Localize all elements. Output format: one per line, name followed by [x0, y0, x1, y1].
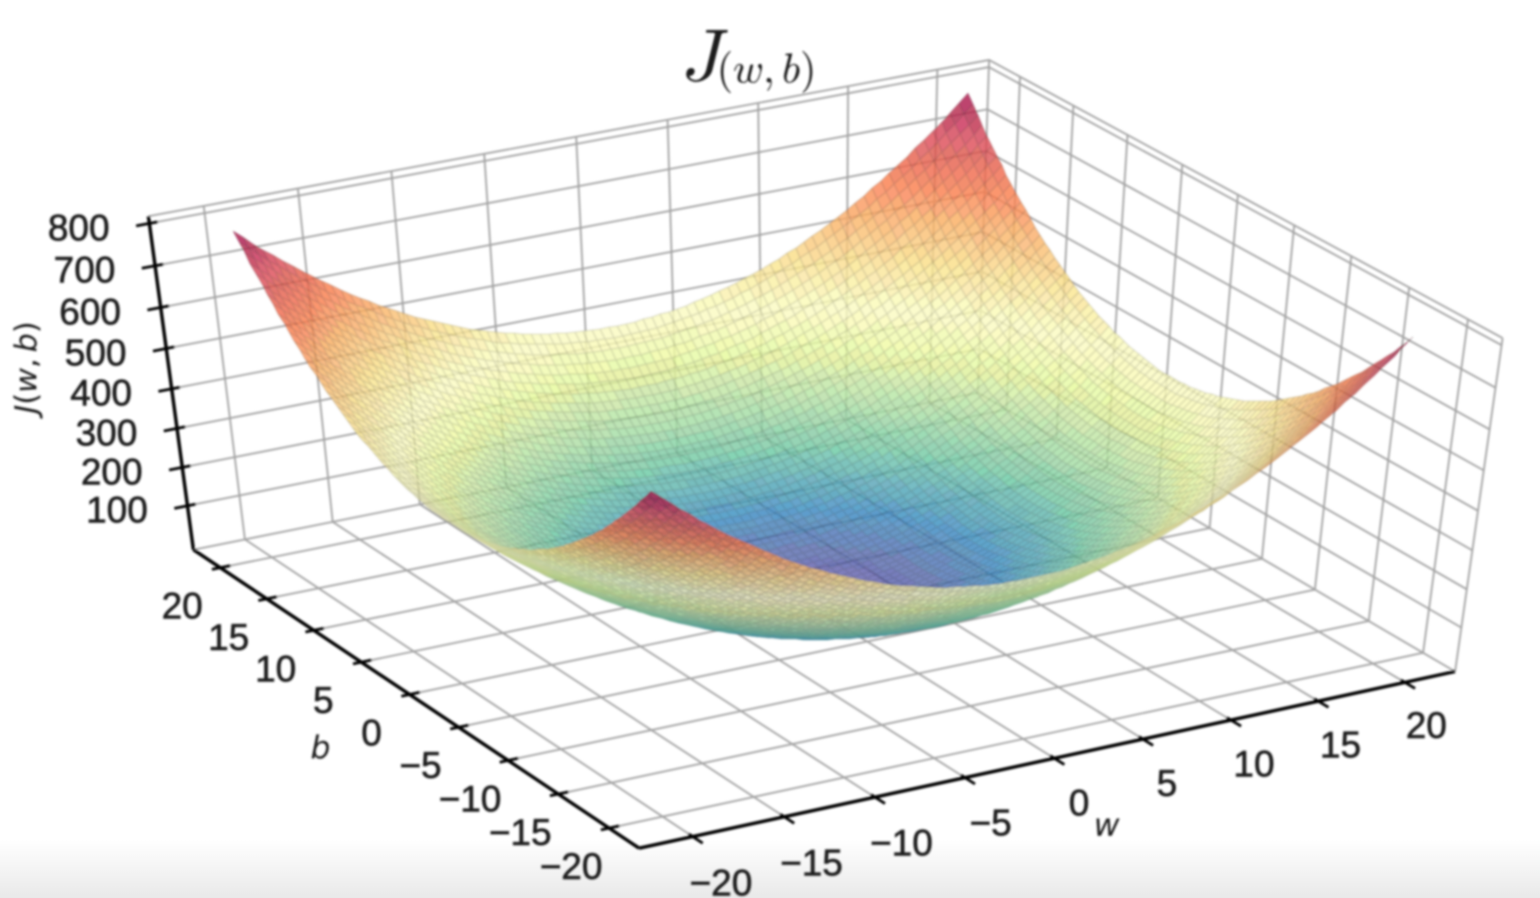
svg-text:20: 20	[1406, 705, 1447, 746]
svg-text:−15: −15	[780, 842, 843, 883]
svg-text:−10: −10	[439, 778, 502, 819]
svg-text:400: 400	[70, 373, 132, 414]
svg-text:0: 0	[361, 713, 382, 754]
svg-text:800: 800	[48, 207, 110, 248]
svg-text:600: 600	[59, 291, 121, 332]
svg-text:20: 20	[162, 586, 203, 627]
svg-text:−15: −15	[489, 812, 552, 853]
svg-text:200: 200	[81, 451, 143, 492]
svg-text:−20: −20	[540, 846, 603, 887]
svg-text:−10: −10	[870, 822, 933, 863]
svg-text:−20: −20	[690, 863, 753, 898]
svg-text:15: 15	[208, 617, 249, 658]
svg-text:0: 0	[1069, 783, 1090, 824]
svg-text:10: 10	[1233, 744, 1274, 785]
svg-text:−5: −5	[970, 802, 1012, 843]
svg-text:500: 500	[65, 332, 127, 373]
svg-text:700: 700	[54, 250, 116, 291]
svg-text:10: 10	[255, 648, 296, 689]
svg-text:−5: −5	[399, 745, 441, 786]
svg-text:5: 5	[1157, 763, 1178, 804]
svg-text:15: 15	[1320, 724, 1361, 765]
svg-text:5: 5	[313, 680, 334, 721]
svg-text:300: 300	[76, 412, 138, 453]
svg-text:100: 100	[86, 490, 148, 531]
